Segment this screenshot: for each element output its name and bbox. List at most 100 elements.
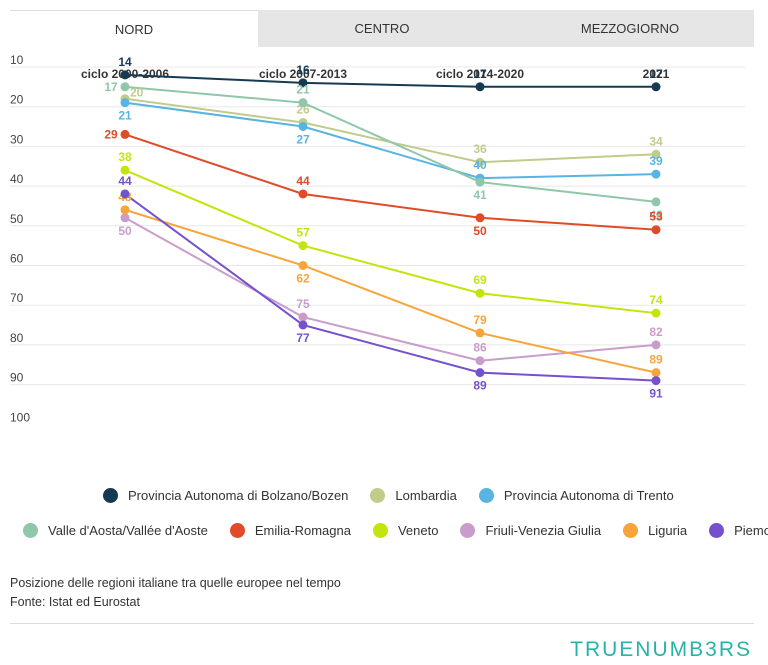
legend-marker — [370, 488, 386, 503]
legend-label: Provincia Autonoma di Trento — [503, 488, 674, 503]
y-tick-label: 100 — [10, 410, 30, 424]
data-label: 79 — [473, 313, 487, 327]
data-point — [120, 70, 130, 80]
data-point — [298, 260, 308, 270]
data-point — [651, 149, 661, 159]
data-point — [120, 165, 130, 175]
data-label: 34 — [649, 134, 663, 148]
data-label: 21 — [118, 109, 132, 123]
caption-description: Posizione delle regioni italiane tra que… — [10, 576, 341, 590]
data-point — [651, 169, 661, 179]
y-tick-label: 80 — [10, 331, 24, 345]
legend-marker — [709, 523, 725, 538]
data-label: 53 — [649, 210, 663, 224]
tab-nord[interactable]: NORD — [10, 10, 258, 47]
tab-mezzogiorno[interactable]: MEZZOGIORNO — [580, 21, 680, 36]
data-label: 62 — [296, 271, 310, 285]
data-point — [475, 177, 485, 187]
legend-item: Piemonte — [709, 523, 768, 538]
legend-marker — [229, 523, 245, 538]
series-line — [124, 73, 656, 88]
legend-label: Emilia-Romagna — [254, 523, 351, 538]
data-label: 21 — [296, 83, 310, 97]
legend-label: Friuli-Venezia Giulia — [485, 523, 602, 538]
data-label: 75 — [296, 297, 310, 311]
data-label: 20 — [130, 86, 144, 100]
data-label: 57 — [296, 226, 310, 240]
data-point — [651, 308, 661, 318]
y-tick-label: 50 — [10, 212, 24, 226]
data-point — [651, 82, 661, 92]
data-label: 38 — [118, 150, 132, 164]
data-label: 46 — [649, 208, 663, 222]
y-tick-label: 90 — [10, 371, 24, 385]
data-point — [475, 356, 485, 366]
data-point — [120, 82, 130, 92]
legend-marker — [23, 523, 38, 538]
y-tick-label: 30 — [10, 132, 24, 146]
data-label: 17 — [473, 67, 487, 81]
data-point — [298, 78, 308, 88]
legend-item: Veneto — [372, 523, 439, 538]
data-point — [298, 241, 308, 251]
legend-label: Valle d'Aosta/Vallée d'Aoste — [48, 523, 208, 538]
data-point — [475, 213, 485, 223]
series-line — [124, 208, 657, 374]
x-category-label: ciclo 2014-2020 — [436, 67, 524, 81]
data-point — [298, 98, 308, 108]
data-point — [120, 129, 130, 139]
data-point — [298, 121, 308, 131]
data-label: 17 — [649, 67, 663, 81]
legend-label: Piemonte — [734, 523, 768, 538]
data-label: 77 — [296, 331, 310, 345]
legend-label: Veneto — [397, 523, 439, 538]
data-label: 50 — [118, 224, 132, 238]
data-label: 41 — [473, 188, 487, 202]
data-label: 26 — [296, 103, 310, 117]
series-line — [124, 85, 657, 203]
data-label: 50 — [473, 224, 487, 238]
legend-item: Emilia-Romagna — [229, 523, 351, 538]
data-label: 89 — [473, 379, 487, 393]
data-point — [120, 213, 130, 223]
data-point — [475, 368, 485, 378]
y-tick-label: 40 — [10, 172, 24, 186]
legend-marker — [372, 523, 388, 538]
data-point — [298, 189, 308, 199]
data-label: 44 — [118, 174, 132, 188]
data-label: 29 — [104, 127, 118, 141]
series-line — [124, 133, 657, 231]
data-label: 91 — [649, 387, 663, 401]
legend-label: Liguria — [648, 523, 688, 538]
data-point — [475, 157, 485, 167]
legend-item: Lombardia — [370, 488, 457, 503]
data-label: 36 — [473, 142, 487, 156]
legend-item: Liguria — [623, 523, 687, 538]
series-line — [124, 193, 657, 382]
data-label: 86 — [473, 341, 487, 355]
data-point — [120, 205, 130, 215]
data-point — [651, 197, 661, 207]
legend-item: Provincia Autonoma di Trento — [478, 488, 674, 503]
data-label: 17 — [104, 80, 118, 94]
data-label: 82 — [649, 325, 663, 339]
legend-label: Lombardia — [395, 488, 457, 503]
data-point — [651, 340, 661, 350]
y-tick-label: 60 — [10, 252, 24, 266]
brand-logo: TRUENUMB3RS — [570, 638, 752, 661]
data-label: 89 — [649, 353, 663, 367]
y-tick-label: 10 — [10, 55, 24, 67]
series-line — [124, 101, 657, 180]
data-label: 69 — [473, 273, 487, 287]
data-point — [120, 189, 130, 199]
data-point — [298, 320, 308, 330]
tab-centro[interactable]: CENTRO — [354, 21, 410, 36]
data-point — [475, 82, 485, 92]
data-label: 16 — [296, 63, 310, 77]
legend-marker — [460, 523, 476, 538]
x-category-label: 2021 — [643, 67, 670, 81]
data-label: 14 — [118, 55, 132, 69]
data-label: 44 — [296, 174, 310, 188]
data-point — [651, 225, 661, 235]
